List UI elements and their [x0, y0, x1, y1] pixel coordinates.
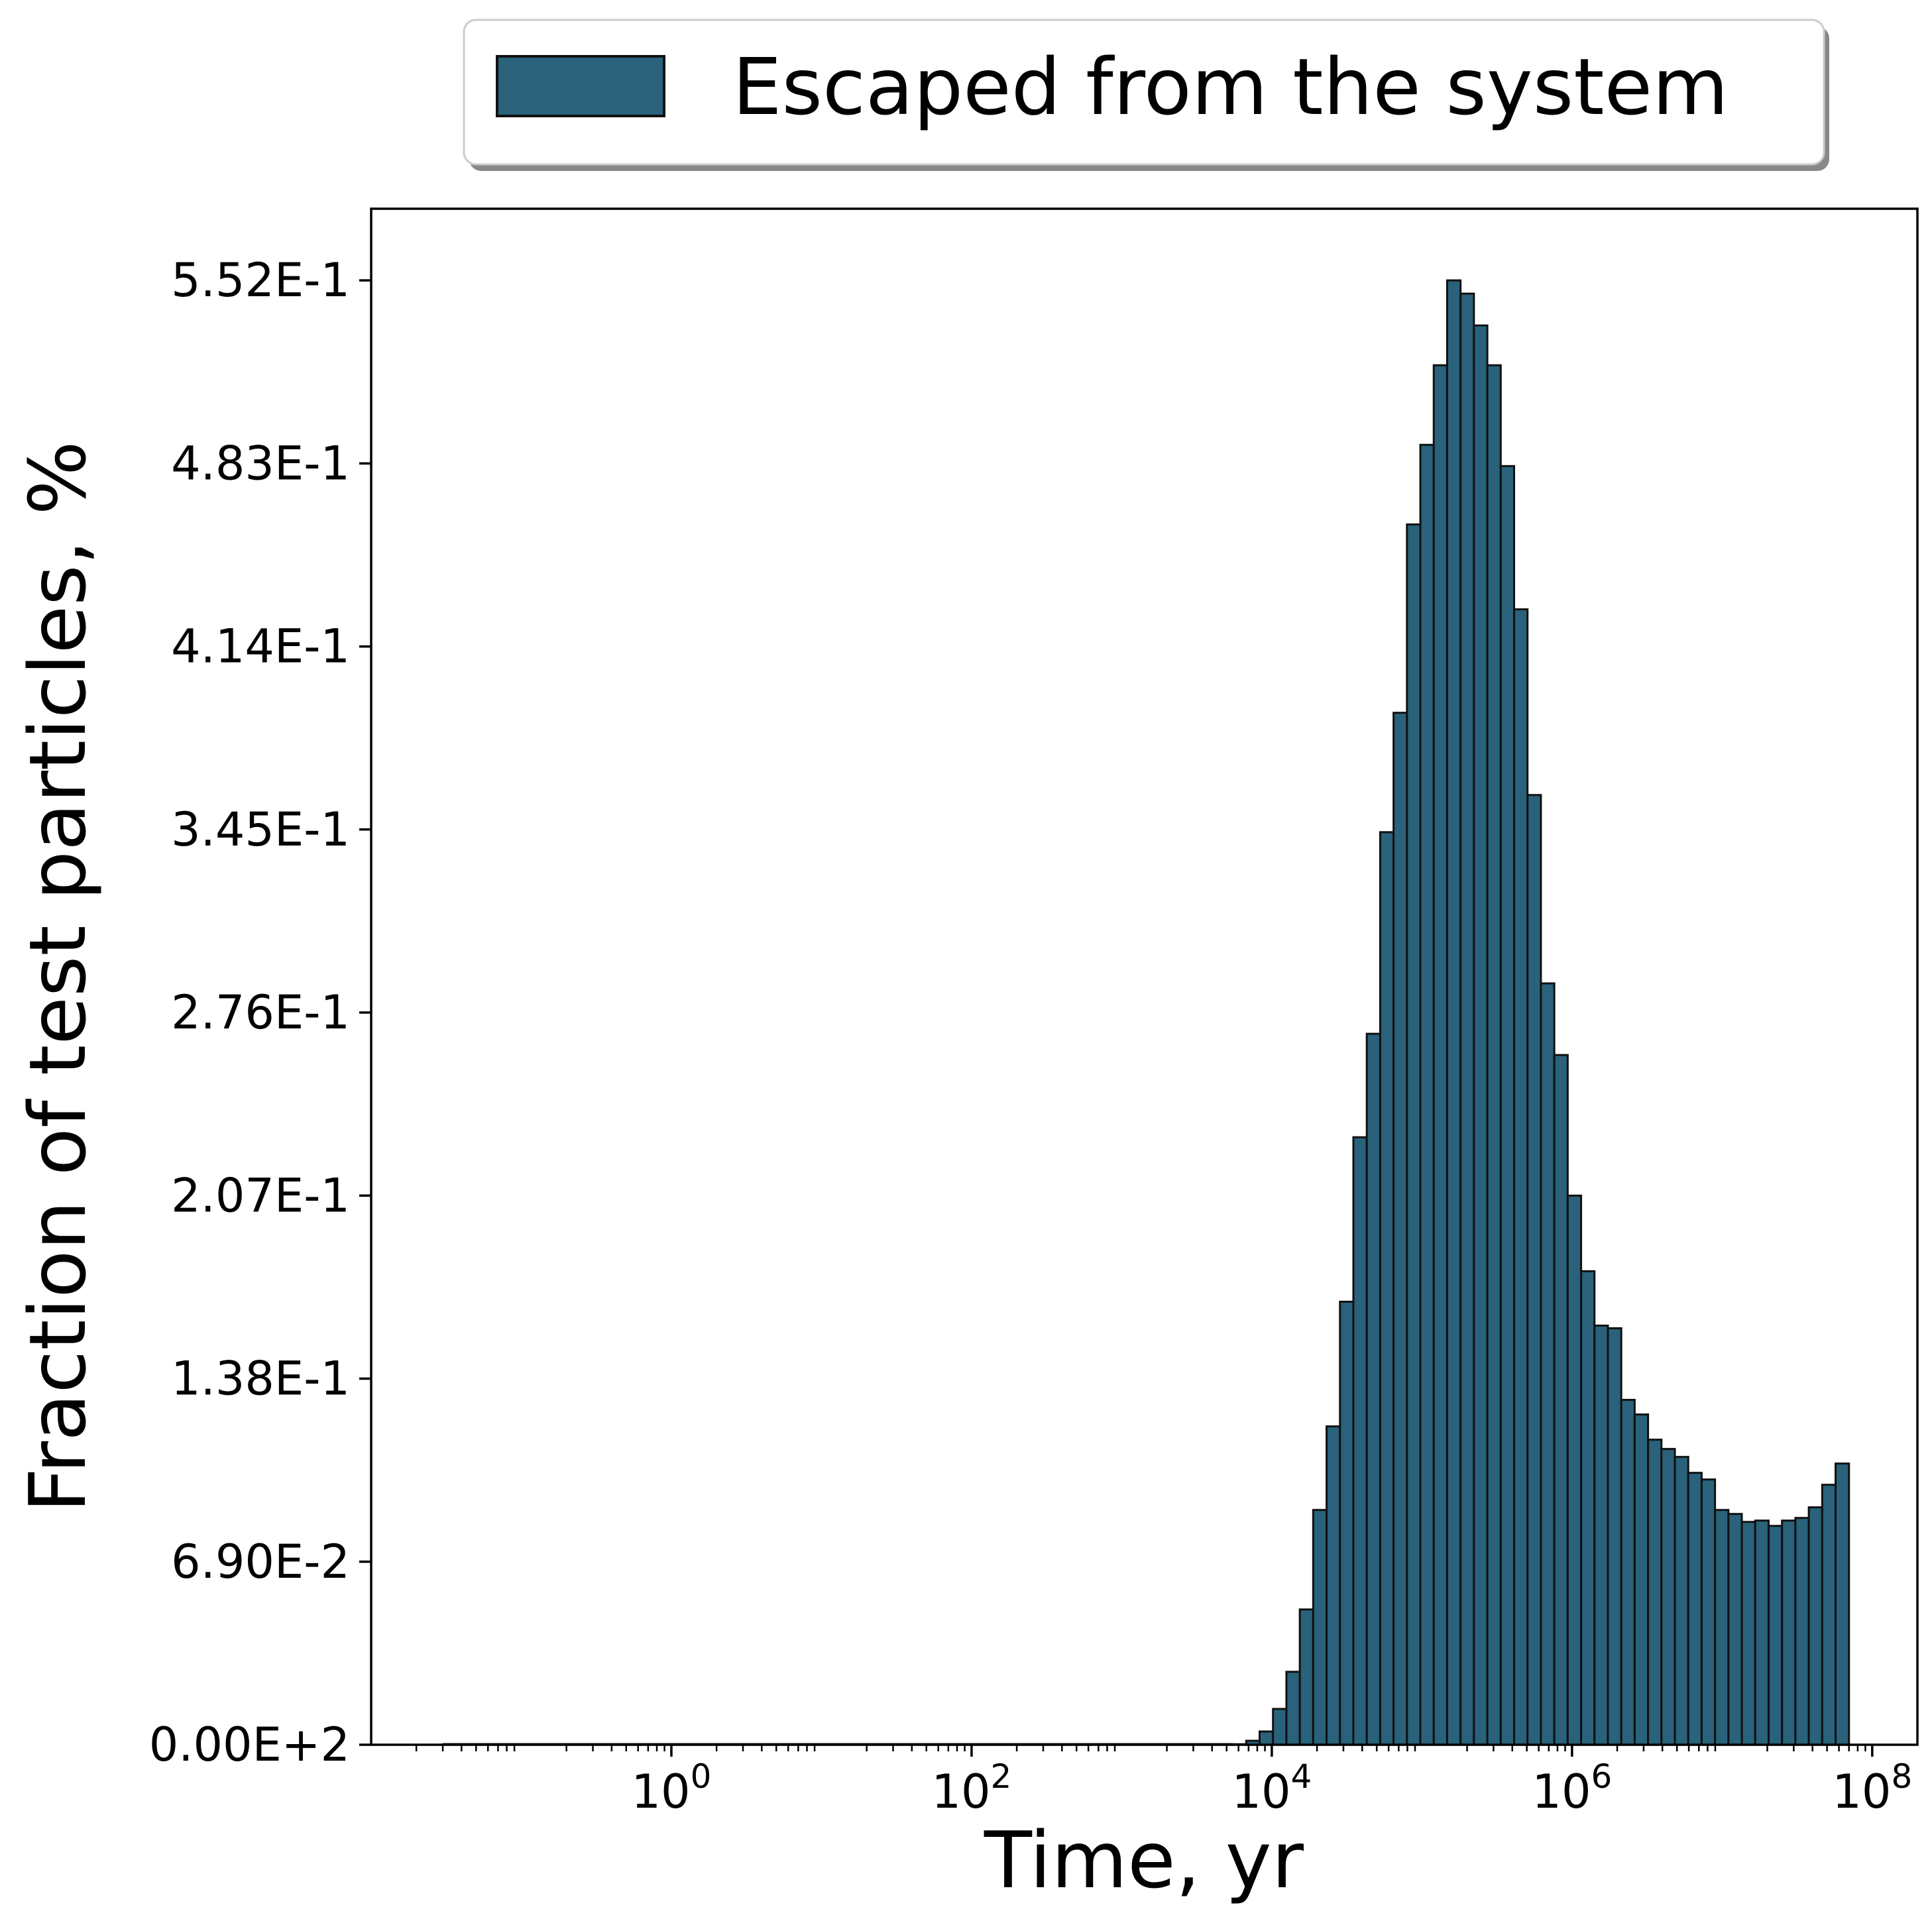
histogram-bar: [1272, 1708, 1288, 1746]
legend-label-escaped: Escaped from the system: [732, 41, 1729, 133]
histogram-bar: [1754, 1519, 1770, 1746]
axes-frame: [370, 207, 1919, 1746]
histogram-bar: [1553, 1054, 1569, 1746]
y-tick-label: 4.83E-1: [171, 436, 350, 490]
y-tick-label: 4.14E-1: [171, 620, 350, 674]
bars-group: [443, 279, 1850, 1746]
histogram-bar: [1700, 1478, 1717, 1746]
x-tick-label: 104: [1231, 1757, 1312, 1819]
y-axis-ticks: 0.00E+2 6.90E-2 1.38E-1 2.07E-1 2.76E-1 3.45E…: [149, 253, 371, 1772]
histogram-bar: [1259, 1730, 1275, 1746]
histogram-bar: [1459, 292, 1475, 1746]
histogram-bar: [1298, 1608, 1314, 1746]
histogram-bar: [1446, 279, 1462, 1746]
x-tick-label: 102: [931, 1757, 1011, 1819]
histogram-bar: [1486, 364, 1502, 1746]
histogram-bar: [1285, 1671, 1301, 1746]
histogram-bar: [1473, 324, 1489, 1746]
y-tick-label: 5.52E-1: [171, 253, 350, 307]
histogram-bar: [1580, 1270, 1596, 1746]
histogram-bar: [1312, 1509, 1328, 1746]
x-axis-ticks: 100 102 104 106 108: [415, 1745, 1912, 1819]
histogram-bar: [1339, 1300, 1355, 1746]
histogram-bar: [1620, 1399, 1636, 1746]
histogram-bar: [1821, 1484, 1837, 1746]
histogram-bar: [1727, 1513, 1743, 1746]
histogram-bar: [1807, 1506, 1823, 1746]
histogram-bar: [1406, 523, 1422, 1746]
histogram-bar: [1326, 1425, 1341, 1746]
legend-frame: [463, 19, 1825, 166]
x-axis-label: Time, yr: [984, 1814, 1304, 1906]
y-axis-label: Fraction of test particles, %: [12, 441, 103, 1513]
histogram-bar: [1392, 712, 1408, 1746]
histogram-bar: [1526, 794, 1542, 1746]
histogram-bar: [1674, 1456, 1689, 1746]
y-tick-label: 1.38E-1: [171, 1352, 350, 1406]
histogram-bar: [1352, 1136, 1368, 1746]
histogram-bar: [1379, 831, 1395, 1746]
legend: Escaped from the system: [463, 19, 1829, 171]
histogram-bar: [1512, 608, 1529, 1746]
legend-swatch: [496, 55, 665, 117]
x-tick-label: 108: [1832, 1757, 1912, 1819]
histogram-bar: [1365, 1032, 1381, 1746]
histogram-bar: [1740, 1521, 1756, 1746]
histogram-bar: [1687, 1472, 1703, 1746]
histogram-bar: [1781, 1519, 1797, 1746]
histogram-bar: [1432, 364, 1448, 1746]
histogram-bar: [1714, 1509, 1730, 1746]
histogram-bar: [1633, 1413, 1650, 1746]
x-tick-label: 100: [632, 1757, 712, 1819]
y-tick-label: 6.90E-2: [171, 1535, 350, 1589]
histogram-bar: [1607, 1327, 1622, 1746]
y-tick-label: 0.00E+2: [149, 1718, 350, 1772]
histogram-bar: [1540, 982, 1556, 1746]
histogram-bar: [1566, 1194, 1583, 1746]
histogram-bar: [1647, 1439, 1663, 1746]
histogram-bar: [1767, 1525, 1784, 1746]
histogram-bar: [1593, 1324, 1609, 1746]
y-tick-label: 2.76E-1: [171, 985, 350, 1040]
histogram-bar: [1419, 443, 1435, 1746]
x-tick-label: 106: [1532, 1757, 1612, 1819]
histogram-bar: [1835, 1462, 1850, 1746]
y-tick-label: 3.45E-1: [171, 802, 350, 857]
histogram-bar: [1499, 465, 1515, 1746]
y-tick-label: 2.07E-1: [171, 1168, 350, 1223]
histogram-bar: [1794, 1517, 1810, 1746]
histogram-bar: [1660, 1448, 1676, 1746]
